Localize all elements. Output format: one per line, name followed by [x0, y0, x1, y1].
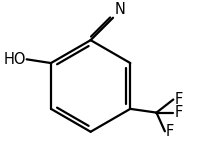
- Text: F: F: [166, 124, 174, 139]
- Text: F: F: [174, 105, 182, 120]
- Text: F: F: [174, 92, 182, 107]
- Text: HO: HO: [3, 52, 26, 67]
- Text: N: N: [115, 2, 125, 17]
